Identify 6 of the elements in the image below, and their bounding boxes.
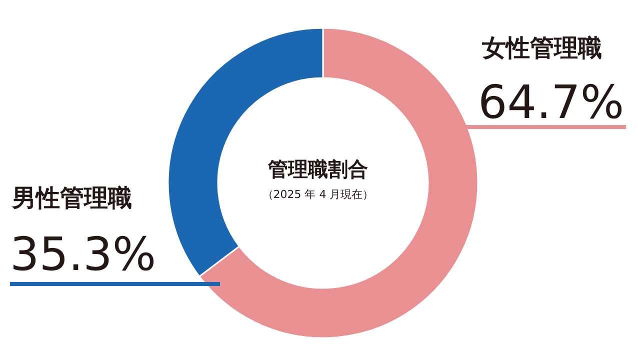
text: 管理職割合 (267, 157, 368, 181)
slice-label: 男性管理職 (11, 184, 132, 212)
text: （2025 年 4 月現在） (262, 188, 374, 201)
data-label: 35.3% (10, 227, 156, 281)
slice-label: 女性管理職 (481, 34, 602, 62)
data-label: 64.7% (478, 75, 624, 129)
